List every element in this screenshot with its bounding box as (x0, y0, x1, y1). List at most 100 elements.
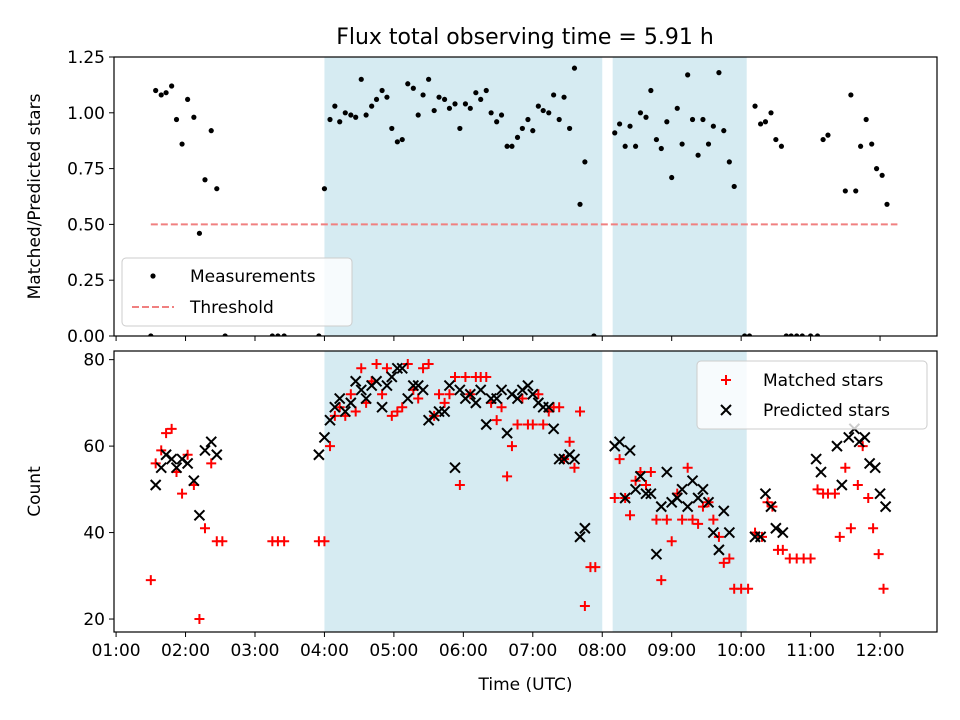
x-tick-label: 09:00 (647, 641, 696, 661)
predicted-point (522, 379, 534, 392)
predicted-point (355, 384, 367, 396)
predicted-point (843, 431, 855, 444)
matched-point (840, 462, 851, 473)
measurement-point (742, 333, 748, 336)
measurement-point (731, 183, 737, 190)
predicted-point (170, 462, 183, 474)
measurement-point (504, 143, 510, 149)
y-axis-label: Count (25, 466, 45, 517)
measurement-point (173, 116, 180, 123)
predicted-point (443, 379, 456, 392)
measurement-point (700, 116, 706, 123)
measurement-point (222, 333, 228, 336)
series-predicted-stars (149, 362, 892, 560)
measurement-point (551, 92, 557, 98)
predicted-point (624, 444, 636, 457)
x-tick-label: 05:00 (369, 641, 418, 661)
predicted-point (149, 479, 162, 491)
matched-point (506, 441, 517, 452)
predicted-point (501, 427, 513, 439)
predicted-point (313, 449, 325, 461)
measurement-point (399, 136, 405, 143)
matched-point (682, 462, 693, 473)
measurement-point (498, 112, 505, 118)
predicted-point (574, 531, 586, 543)
x-tick-label: 02:00 (161, 641, 210, 661)
predicted-point (391, 362, 404, 374)
x-tick-label: 06:00 (439, 641, 488, 661)
predicted-point (324, 414, 336, 426)
predicted-point (474, 384, 487, 396)
matched-point (496, 402, 507, 413)
matched-point (350, 406, 361, 417)
matched-point (812, 484, 823, 495)
predicted-point (613, 436, 626, 448)
measurement-point (726, 159, 732, 165)
predicted-point (650, 548, 663, 560)
measurement-point (710, 123, 716, 129)
axes-frame-ratio (113, 56, 938, 337)
legend-threshold-label: Threshold (189, 298, 274, 318)
legend-measurements-marker (150, 273, 156, 279)
measurement-point (582, 159, 588, 165)
predicted-point (193, 509, 206, 521)
measurement-point (457, 125, 463, 132)
measurement-point (674, 105, 680, 111)
predicted-point (723, 526, 736, 539)
predicted-point (438, 405, 451, 418)
measurement-point (363, 112, 369, 118)
measurement-point (884, 201, 890, 207)
matched-point (481, 371, 492, 382)
predicted-point (568, 453, 581, 465)
measurement-point (746, 333, 753, 336)
predicted-point (470, 397, 482, 409)
measurement-point (685, 72, 691, 78)
measurement-point (632, 143, 639, 149)
predicted-point (579, 522, 591, 534)
predicted-point (527, 388, 539, 400)
measurement-point (591, 333, 597, 336)
measurement-point (546, 110, 552, 116)
measurement-point (389, 125, 395, 132)
predicted-point (713, 544, 725, 556)
matched-point (651, 514, 662, 525)
measurement-point (794, 333, 800, 336)
matched-point (677, 514, 688, 525)
matched-point (834, 531, 845, 542)
measurement-point (208, 128, 214, 134)
y-tick-label: 0.00 (67, 327, 105, 347)
matched-point (206, 458, 217, 469)
y-tick-label: 0.75 (67, 160, 105, 180)
measurement-point (778, 143, 785, 149)
predicted-point (859, 431, 871, 444)
matched-point (194, 614, 205, 625)
predicted-point (181, 457, 194, 470)
predicted-point (765, 500, 777, 513)
matched-point (502, 471, 513, 482)
predicted-point (334, 392, 346, 405)
measurement-point (820, 136, 826, 143)
series-matched-stars (145, 358, 889, 625)
measurement-point (467, 105, 473, 111)
measurement-point (622, 143, 628, 149)
matched-point (614, 454, 625, 465)
matched-point (569, 462, 580, 473)
matched-point (166, 423, 177, 434)
matched-point (852, 480, 863, 491)
y-axis-label: Matched/Predicted stars (25, 93, 45, 299)
matched-point (381, 363, 392, 374)
y-tick-label: 0.50 (67, 215, 105, 235)
matched-point (454, 480, 465, 491)
measurement-point (788, 333, 794, 336)
matched-point (863, 492, 874, 503)
measurement-point (426, 76, 432, 82)
predicted-point (155, 462, 167, 474)
measurement-point (679, 141, 685, 147)
matched-point (434, 389, 445, 400)
measurement-point (153, 87, 159, 94)
observing-span-1 (324, 57, 603, 336)
matched-point (371, 358, 382, 369)
matched-point (460, 371, 471, 382)
matched-point (579, 601, 590, 612)
matched-point (161, 428, 172, 439)
